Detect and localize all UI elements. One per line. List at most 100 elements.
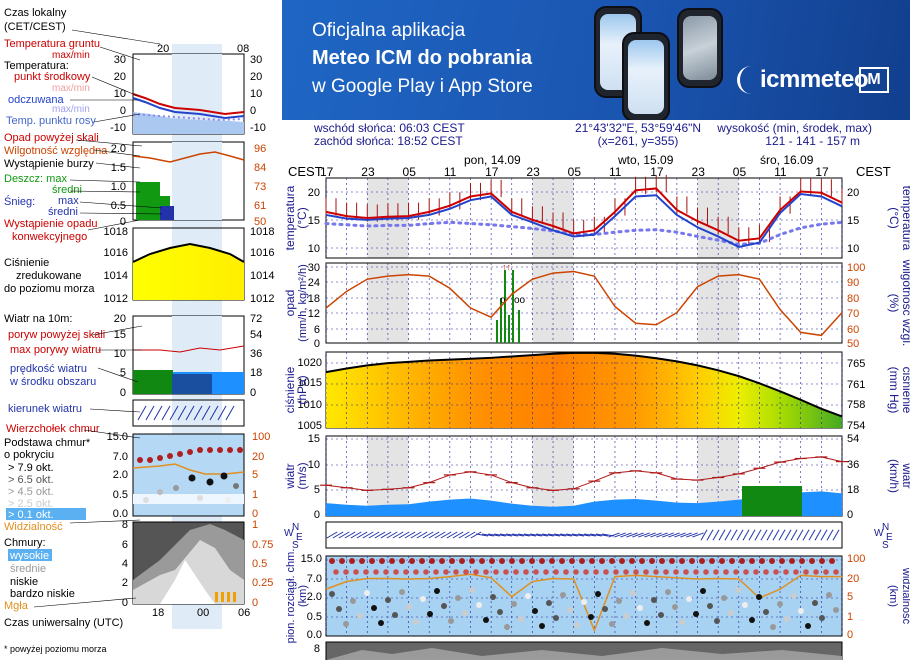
vis-axis-label: widzialność: [900, 567, 910, 625]
cloud-top-dot: [803, 569, 809, 575]
cloud-top-dot: [713, 569, 719, 575]
precip-bar: [508, 315, 510, 343]
cloud-top-dot: [543, 569, 549, 575]
hum-axis-unit: (%): [887, 294, 901, 313]
wind-tick-5: 5: [314, 484, 320, 496]
legend-pressure-l3: do poziomu morza: [4, 283, 95, 295]
legend-temp-label: Temperatura:: [4, 60, 69, 72]
wind-arrow: [662, 532, 674, 538]
vis-tick-0: 0: [847, 629, 853, 641]
cloud-top-dot: [539, 558, 545, 564]
wind-arrow: [644, 532, 656, 538]
wind-arrow: [332, 531, 344, 539]
legend-wind-tick-10: 10: [114, 348, 126, 360]
pres-tick-1020: 1020: [298, 357, 322, 369]
legend-wind-speed-2: w środku obszaru: [9, 376, 96, 388]
cloud-top-dot: [739, 558, 745, 564]
cloud-top-dot: [583, 569, 589, 575]
legend-precip-panel: 2.0 1.5 1.0 0.5 0 96 84 73 61 50 Opad po…: [4, 132, 266, 243]
cloud-top-dot: [409, 558, 415, 564]
precip-tick-30: 30: [308, 262, 320, 274]
cloud-cover-low: [326, 648, 842, 660]
cloud-base-dot: [630, 590, 636, 596]
cloud-base-dot: [798, 608, 804, 614]
legend-temp-rtick-minus10: -10: [250, 122, 266, 134]
cloud-top-dot: [779, 558, 785, 564]
wind-arrow: [392, 531, 404, 539]
legend-temp-tick-minus10: -10: [110, 122, 126, 134]
legend-pressure-line: [132, 242, 245, 263]
cloud-top-dot: [489, 558, 495, 564]
app-promo-banner[interactable]: Oficjalna aplikacja Meteo ICM do pobrani…: [282, 0, 910, 120]
wind-arrow: [566, 533, 578, 537]
legend-temp-mid-line: [132, 93, 245, 116]
cloud-top-dot: [619, 558, 625, 564]
cloud-top-dot: [633, 569, 639, 575]
cloud-top-dot: [753, 569, 759, 575]
legend-pres-rtick-1014: 1014: [250, 270, 274, 282]
legend-temp-mid: punkt środkowy: [14, 71, 91, 83]
compass-n-right: N: [882, 522, 889, 533]
compass-w: W: [284, 528, 294, 539]
cloud-top-dot: [699, 558, 705, 564]
meteogram: wschód słońca: 06:03 CEST zachód słońca:…: [283, 121, 910, 660]
precip-bar: [500, 298, 502, 343]
legend-snow-mean: średni: [48, 206, 78, 218]
legend-wind-direction-label: kierunek wiatru: [8, 403, 82, 415]
legend-temp-dew-line: [132, 113, 245, 122]
wind-arrow: [398, 531, 410, 539]
legend-cloud-base-1: Podstawa chmur*: [4, 437, 91, 449]
wind-panel: 15 10 5 0 54 36 18 0 wiatr (m/s) (km/h) …: [283, 433, 910, 521]
meteo-logo-box: M: [859, 67, 889, 93]
legend-footnote: * powyżej poziomu morza: [4, 644, 107, 654]
cloud-top-dot: [373, 569, 379, 575]
legend-temp-rtick-30: 30: [250, 54, 262, 66]
pres-rtick-761: 761: [847, 379, 865, 391]
legend-conv-1: Wystąpienie opadu: [4, 218, 97, 230]
cloud-top-dot: [799, 558, 805, 564]
wind-arrow: [488, 533, 500, 537]
legend-cover-low-label: niskie: [10, 576, 38, 588]
cloud-top-dot: [483, 569, 489, 575]
compass-e: E: [296, 532, 303, 543]
legend-cloud-tick-0: 0.0: [113, 508, 128, 520]
legend-gust-line: [133, 345, 245, 353]
wind-arrow: [578, 533, 590, 537]
wind-arrow: [368, 531, 380, 539]
vis-tick-20: 20: [847, 573, 859, 585]
cloud-top-dot: [349, 558, 355, 564]
legend-wind-rtick-36: 36: [250, 348, 262, 360]
wind-arrow: [748, 529, 756, 541]
cloud-base-dot: [770, 624, 776, 630]
cloud-base-dot: [637, 605, 643, 611]
wind-arrow: [362, 531, 374, 539]
wind-rtick-36: 36: [847, 459, 859, 471]
vis-axis-unit: (km): [887, 585, 899, 607]
hour-labels: 17 23 05 11 17 23 05 11 17 23 05 11 17: [320, 165, 829, 179]
cloud-top-dot: [549, 558, 555, 564]
legend-snow-bar: [160, 206, 174, 220]
pres-rtick-754: 754: [847, 420, 865, 432]
cloud-top-dot: [733, 569, 739, 575]
temp-axis-unit: (°C): [295, 207, 309, 228]
wind-arrow: [494, 533, 506, 537]
cloud-top-dot: [453, 569, 459, 575]
cloud-base-dot: [546, 600, 552, 606]
cloud-top-dot: [443, 569, 449, 575]
cloud-top-dot: [533, 569, 539, 575]
cloud-top-dot: [513, 569, 519, 575]
day-label-3: śro, 16.09: [760, 153, 814, 167]
wind-arrow: [542, 533, 554, 537]
meteo-logo-letter: M: [867, 71, 881, 88]
cloud-base-dot: [665, 589, 671, 595]
cloud-base-dot: [623, 613, 629, 619]
cloud-top-dot: [343, 569, 349, 575]
wind-arrow: [446, 531, 458, 539]
grid-text: (x=261, y=355): [598, 134, 679, 148]
wind-rtick-54: 54: [847, 433, 859, 445]
cloud-panel: 15.0 7.0 2.0 0.5 0.0 100 20 5 1 0 pion. …: [285, 549, 910, 644]
cloud-base-dot: [581, 599, 587, 605]
phone-illustration-front: [622, 32, 670, 120]
cloud-top-dot: [643, 569, 649, 575]
hour-label: 05: [403, 165, 417, 179]
